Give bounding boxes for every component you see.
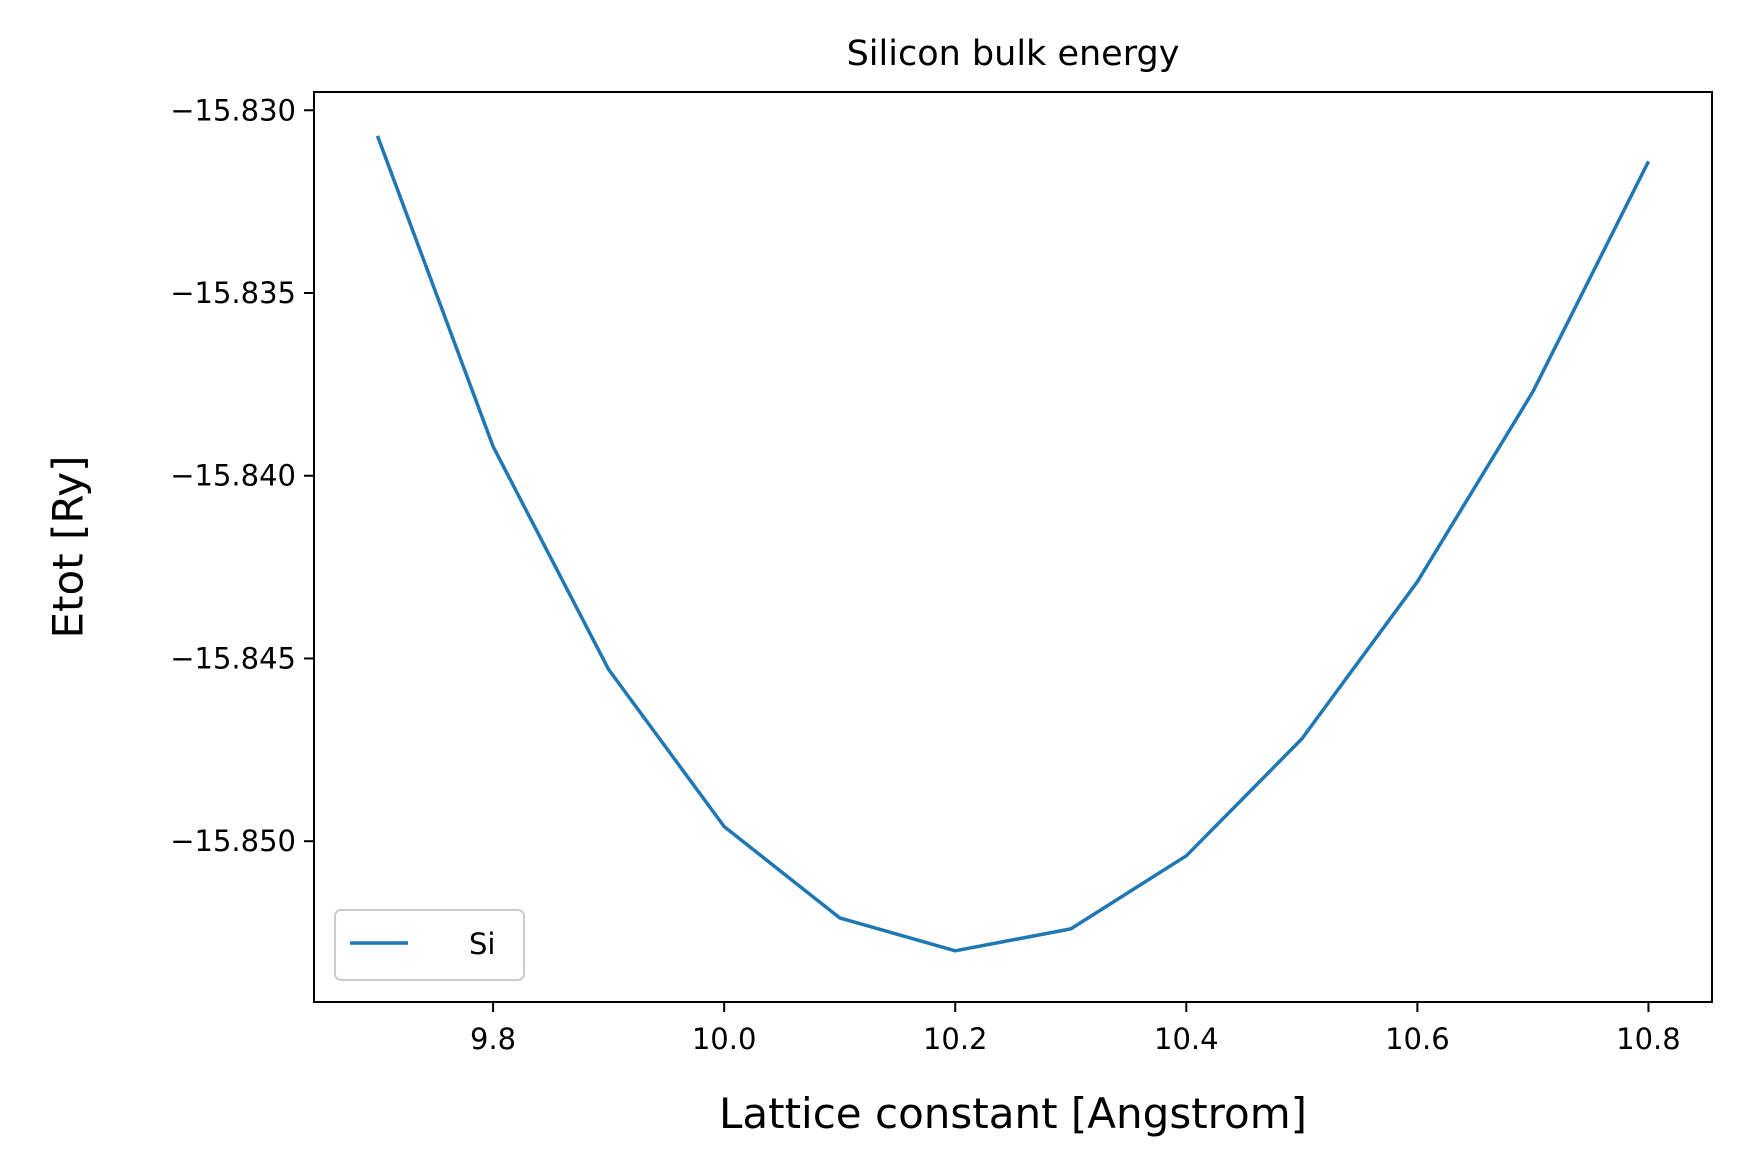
y-tick-label: −15.835 xyxy=(170,276,296,310)
legend-label-si: Si xyxy=(469,927,495,961)
legend: Si xyxy=(334,909,525,981)
x-tick-label: 10.6 xyxy=(1385,1022,1450,1056)
x-tick-label: 10.8 xyxy=(1616,1022,1681,1056)
x-tick-label: 10.2 xyxy=(923,1022,988,1056)
series-line-si xyxy=(375,135,1651,953)
x-tick-label: 9.8 xyxy=(470,1022,516,1056)
y-tick-label: −15.850 xyxy=(170,824,296,858)
x-axis-label: Lattice constant [Angstrom] xyxy=(719,1089,1307,1138)
plot-frame xyxy=(313,91,1713,1003)
legend-box xyxy=(334,909,525,981)
y-tick-label: −15.840 xyxy=(170,459,296,493)
x-tick-label: 10.0 xyxy=(692,1022,757,1056)
y-tick-label: −15.830 xyxy=(170,93,296,127)
x-tick-label: 10.4 xyxy=(1154,1022,1219,1056)
y-tick-label: −15.845 xyxy=(170,641,296,675)
y-axis-label: Etot [Ry] xyxy=(44,455,93,638)
x-axis-ticks: 9.8 10.0 10.2 10.4 10.6 10.8 xyxy=(470,1002,1681,1056)
chart-title: Silicon bulk energy xyxy=(847,34,1180,74)
y-axis-ticks: −15.830 −15.835 −15.840 −15.845 −15.850 xyxy=(170,93,314,858)
